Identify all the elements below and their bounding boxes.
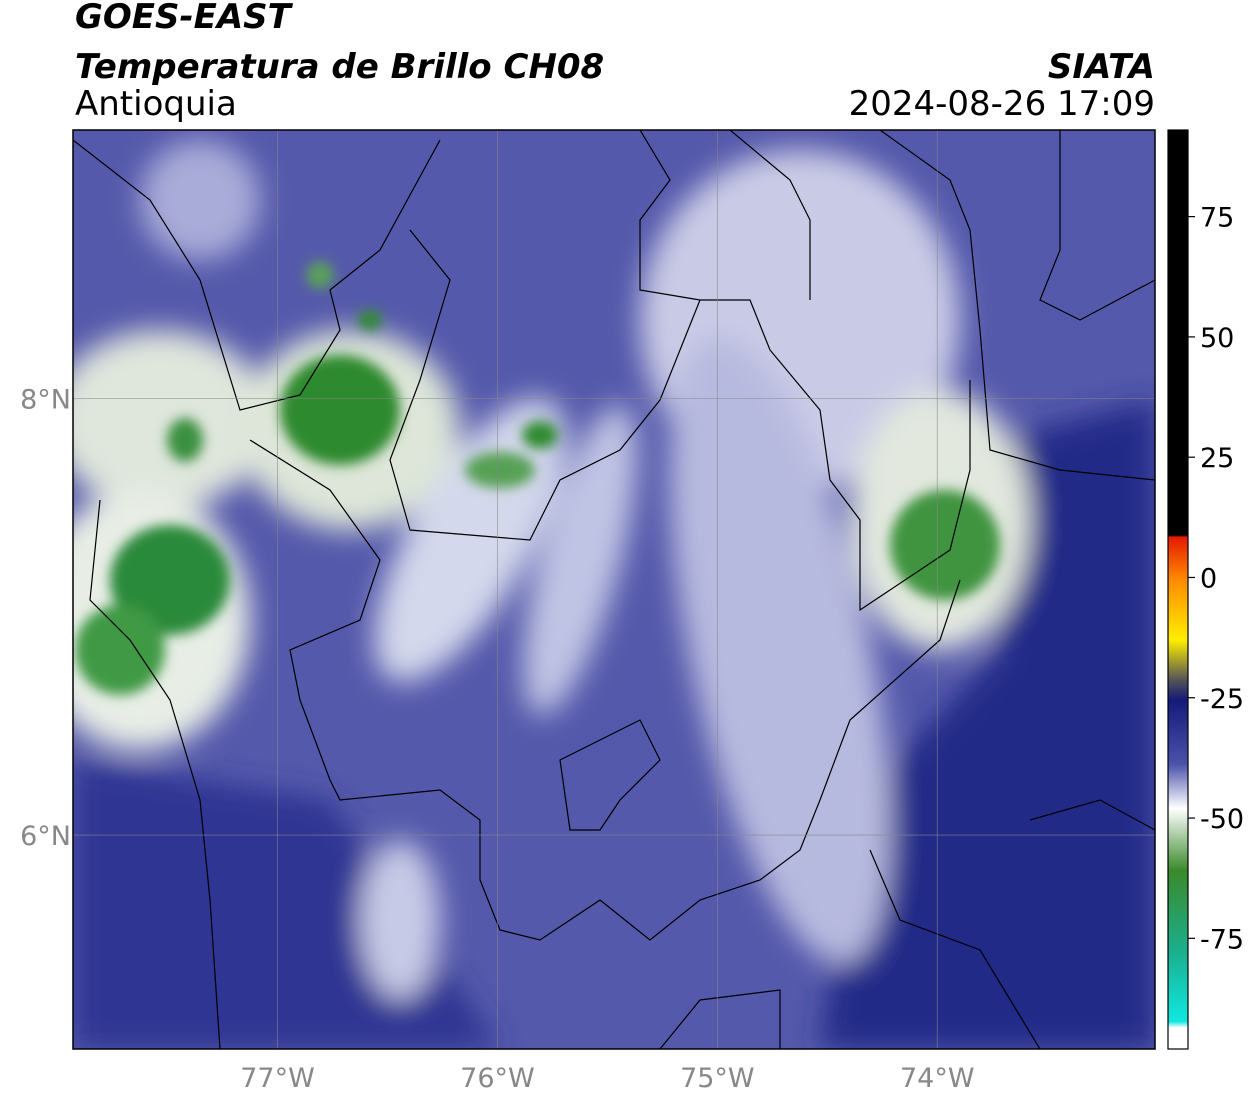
colorbar-tick-label: 75 xyxy=(1200,203,1234,234)
map-frame xyxy=(72,129,1156,1050)
x-tick-label: 77°W xyxy=(240,1063,315,1094)
colorbar-tick-label: 50 xyxy=(1200,323,1234,354)
subtitle: Temperatura de Brillo CH08 xyxy=(75,47,604,87)
x-tick-label: 76°W xyxy=(460,1063,535,1094)
colorbar-tick-label: -50 xyxy=(1200,804,1244,835)
y-tick-label: 8°N xyxy=(20,384,71,415)
satellite-image xyxy=(73,130,1155,1049)
region: Antioquia xyxy=(75,84,237,124)
map-grid xyxy=(73,130,1155,1049)
colorbar-tick-label: 0 xyxy=(1200,563,1217,594)
timestamp: 2024-08-26 17:09 xyxy=(849,84,1155,124)
colorbar-tick-label: -75 xyxy=(1200,924,1244,955)
x-tick-label: 74°W xyxy=(900,1063,975,1094)
title: GOES-EAST xyxy=(75,0,294,37)
source: SIATA xyxy=(1048,47,1155,87)
y-tick-label: 6°N xyxy=(20,821,71,852)
colorbar-tick-label: 25 xyxy=(1200,443,1234,474)
x-tick-label: 75°W xyxy=(680,1063,755,1094)
colorbar-tick-label: -25 xyxy=(1200,684,1244,715)
colorbar xyxy=(1167,129,1189,1050)
